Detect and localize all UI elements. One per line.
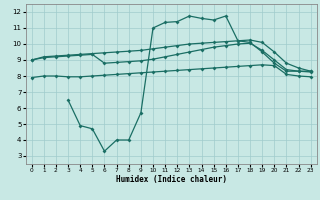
X-axis label: Humidex (Indice chaleur): Humidex (Indice chaleur) bbox=[116, 175, 227, 184]
